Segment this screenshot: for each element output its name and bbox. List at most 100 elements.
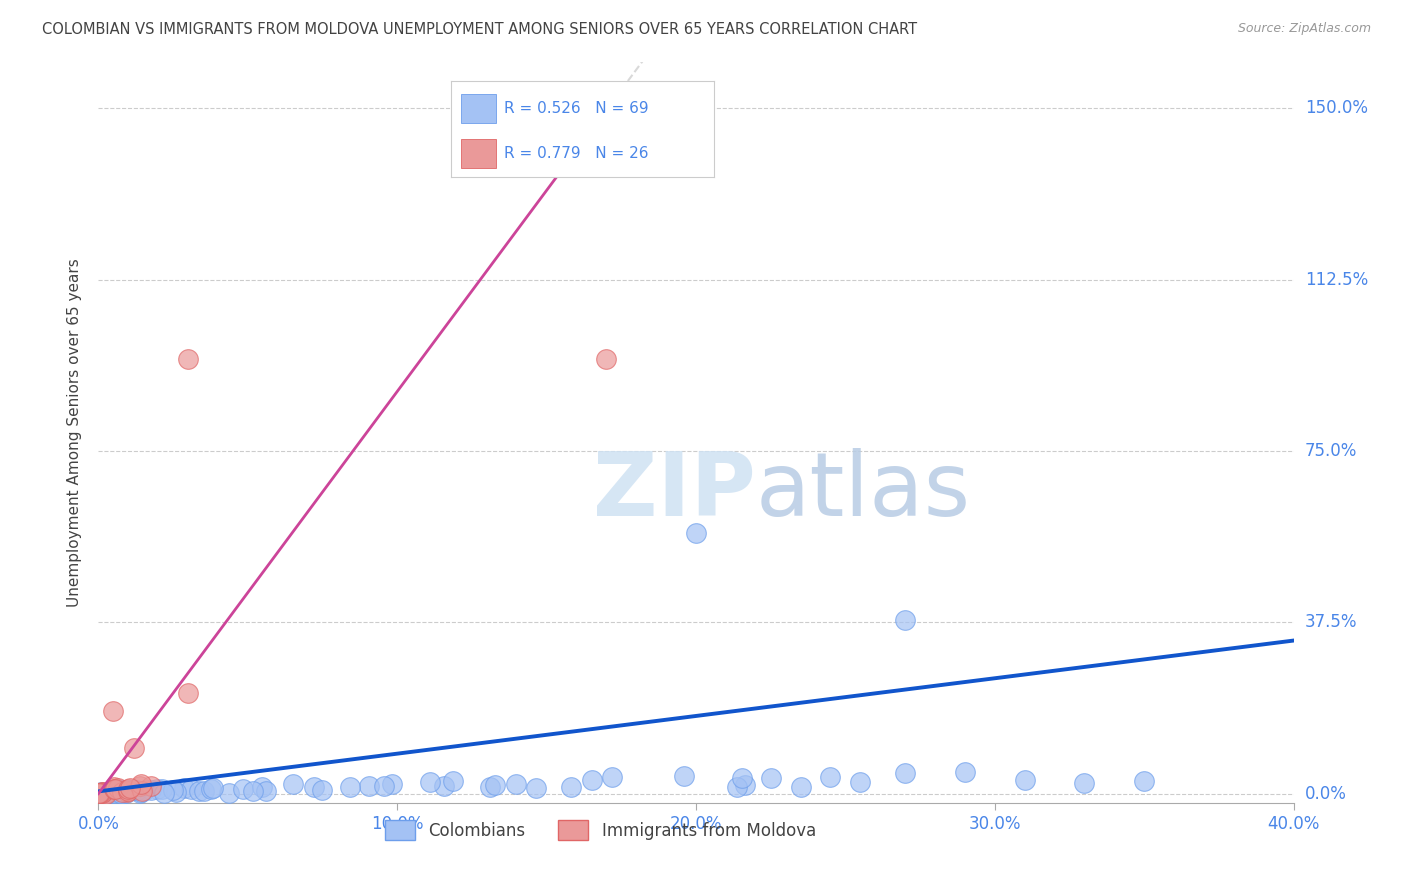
Point [283,777,305,791]
Point [129,777,152,791]
Point [107,781,129,796]
Point [103,786,125,800]
Text: ZIP: ZIP [593,449,756,535]
Point [759,771,782,785]
Point [115,786,138,800]
Point [734,778,756,792]
Point [672,769,695,783]
Point [1133,774,1156,789]
Point [1073,776,1095,790]
Point [357,779,380,793]
Point [91,784,114,798]
Point [103,782,125,797]
Point [103,705,125,719]
Point [101,786,124,800]
Text: Source: ZipAtlas.com: Source: ZipAtlas.com [1237,22,1371,36]
Point [87,786,110,800]
Text: 0.0%: 0.0% [1305,785,1347,803]
Point [311,783,333,797]
Point [193,784,215,798]
Point [90,786,112,800]
Point [131,783,153,797]
Point [91,786,114,800]
Point [94,787,117,801]
Text: atlas: atlas [756,449,972,535]
Point [201,780,224,795]
Text: 112.5%: 112.5% [1305,270,1368,288]
Point [524,781,547,796]
Point [104,781,127,796]
Point [139,783,162,797]
Point [111,786,134,800]
Point [381,777,404,791]
Point [302,780,325,795]
Point [108,786,131,800]
Point [111,785,134,799]
Point [581,773,603,788]
Point [505,777,527,791]
Point [91,785,114,799]
Point [115,785,138,799]
Point [232,781,254,796]
Point [153,786,176,800]
Point [89,786,111,800]
Point [121,783,143,797]
Point [953,765,976,780]
Point [188,784,211,798]
Point [849,774,872,789]
Point [89,785,111,799]
Text: 150.0%: 150.0% [1305,99,1368,117]
Point [218,786,240,800]
Point [117,784,139,798]
Point [98,786,121,800]
Text: 37.5%: 37.5% [1305,614,1357,632]
Point [129,785,152,799]
Point [894,766,917,780]
Point [180,782,202,797]
Point [96,786,118,800]
Point [146,782,169,797]
Point [139,780,162,794]
Point [118,781,141,796]
Point [600,770,623,784]
Point [894,613,917,627]
Y-axis label: Unemployment Among Seniors over 65 years: Unemployment Among Seniors over 65 years [67,259,83,607]
Point [252,780,274,794]
Point [110,783,132,797]
Point [94,785,117,799]
Point [150,782,173,797]
Point [89,786,111,800]
Point [441,773,464,788]
Point [479,780,502,794]
Text: 75.0%: 75.0% [1305,442,1357,460]
Point [373,779,395,793]
Point [484,778,506,792]
Point [419,775,441,789]
Point [173,780,195,795]
Point [432,779,454,793]
Point [595,352,617,367]
Point [254,784,277,798]
Legend: Colombians, Immigrants from Moldova: Colombians, Immigrants from Moldova [378,814,823,847]
Point [110,787,132,801]
Point [100,785,122,799]
Point [93,787,115,801]
Point [820,770,842,784]
Point [165,784,187,798]
Point [117,782,139,797]
Point [789,780,811,794]
Point [90,785,112,799]
Point [162,783,184,797]
Point [128,779,150,793]
Point [134,783,156,797]
Point [560,780,582,794]
Point [129,786,152,800]
Point [125,783,148,797]
Text: COLOMBIAN VS IMMIGRANTS FROM MOLDOVA UNEMPLOYMENT AMONG SENIORS OVER 65 YEARS CO: COLOMBIAN VS IMMIGRANTS FROM MOLDOVA UNE… [42,22,917,37]
Point [177,352,200,367]
Point [1014,773,1036,788]
Point [339,780,361,794]
Point [124,741,146,756]
Point [242,784,264,798]
Point [731,771,754,785]
